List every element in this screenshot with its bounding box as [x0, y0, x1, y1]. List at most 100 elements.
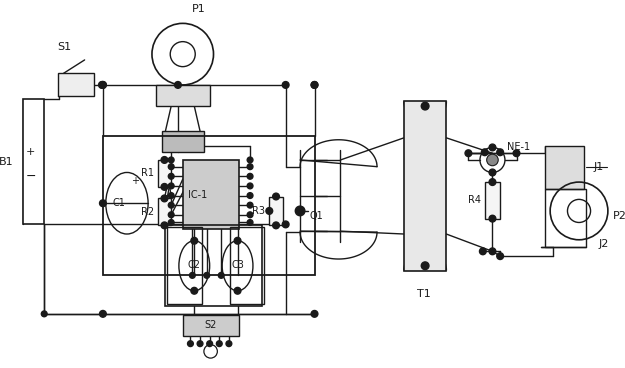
Circle shape [168, 193, 174, 198]
Circle shape [272, 193, 279, 200]
Circle shape [99, 311, 106, 317]
Circle shape [161, 222, 168, 229]
Text: +: + [131, 176, 139, 186]
Circle shape [247, 183, 253, 189]
Circle shape [191, 287, 198, 294]
Circle shape [282, 221, 289, 228]
Circle shape [465, 150, 472, 157]
Circle shape [489, 144, 496, 151]
Circle shape [247, 202, 253, 208]
Circle shape [168, 202, 174, 208]
Circle shape [247, 157, 253, 163]
Circle shape [421, 102, 429, 110]
Circle shape [295, 206, 305, 216]
Bar [269, 197, 282, 225]
Text: R1: R1 [141, 169, 154, 178]
Text: R4: R4 [468, 195, 481, 205]
Text: S2: S2 [204, 321, 217, 330]
Bar [156, 85, 209, 106]
Circle shape [234, 237, 241, 244]
Text: J1: J1 [594, 162, 604, 172]
Circle shape [161, 157, 168, 163]
Circle shape [99, 200, 106, 206]
Text: Q1: Q1 [310, 211, 324, 221]
Circle shape [247, 220, 253, 225]
Circle shape [497, 253, 504, 259]
Text: T1: T1 [418, 289, 431, 300]
Circle shape [191, 237, 198, 244]
Circle shape [168, 212, 174, 217]
Text: P2: P2 [612, 211, 625, 221]
Bar [103, 136, 314, 275]
Text: P1: P1 [192, 4, 206, 14]
Circle shape [218, 272, 224, 278]
Bar [230, 227, 264, 304]
Circle shape [99, 82, 106, 88]
Circle shape [421, 262, 429, 270]
Text: NE-1: NE-1 [507, 142, 530, 152]
Bar [23, 99, 44, 224]
Bar [158, 160, 171, 187]
Circle shape [481, 149, 488, 156]
Circle shape [168, 164, 174, 170]
Text: −: − [26, 170, 36, 183]
Bar [546, 145, 584, 189]
Circle shape [311, 82, 318, 88]
Circle shape [311, 311, 318, 317]
Text: IC-1: IC-1 [188, 190, 207, 199]
Circle shape [99, 82, 105, 88]
Text: S1: S1 [58, 42, 72, 52]
Bar [58, 73, 94, 96]
Circle shape [189, 272, 195, 278]
Circle shape [247, 193, 253, 198]
Circle shape [247, 212, 253, 217]
Circle shape [168, 220, 174, 225]
Circle shape [311, 82, 318, 88]
Text: B1: B1 [0, 157, 14, 167]
Circle shape [197, 341, 203, 347]
Circle shape [247, 173, 253, 179]
Bar [168, 227, 202, 304]
Bar [166, 225, 262, 306]
Circle shape [487, 154, 498, 166]
Circle shape [216, 341, 222, 347]
Circle shape [282, 82, 289, 88]
Circle shape [161, 184, 168, 190]
Circle shape [226, 341, 232, 347]
Circle shape [497, 149, 504, 156]
Circle shape [161, 195, 168, 202]
Circle shape [272, 222, 279, 229]
Circle shape [266, 208, 272, 214]
Bar [404, 101, 446, 270]
Bar [485, 182, 500, 219]
Bar [182, 315, 239, 336]
Bar [546, 189, 586, 247]
Text: J2: J2 [598, 240, 609, 250]
Circle shape [489, 179, 496, 185]
Bar [162, 131, 204, 152]
Text: R2: R2 [141, 207, 154, 217]
Bar [158, 198, 171, 225]
Bar [182, 160, 239, 229]
Circle shape [174, 82, 181, 88]
Circle shape [513, 150, 520, 157]
Circle shape [479, 248, 486, 255]
Text: C3: C3 [231, 259, 244, 270]
Circle shape [207, 341, 212, 347]
Circle shape [234, 287, 241, 294]
Circle shape [489, 169, 496, 176]
Text: +: + [26, 147, 36, 157]
Circle shape [168, 157, 174, 163]
Circle shape [168, 173, 174, 179]
Text: R3: R3 [253, 206, 266, 216]
Circle shape [41, 311, 47, 317]
Circle shape [247, 164, 253, 170]
Circle shape [204, 272, 209, 278]
Circle shape [99, 82, 106, 88]
Circle shape [168, 183, 174, 189]
Text: C1: C1 [113, 198, 126, 208]
Circle shape [188, 341, 193, 347]
Circle shape [489, 215, 496, 222]
Text: C2: C2 [188, 259, 201, 270]
Circle shape [489, 248, 496, 255]
